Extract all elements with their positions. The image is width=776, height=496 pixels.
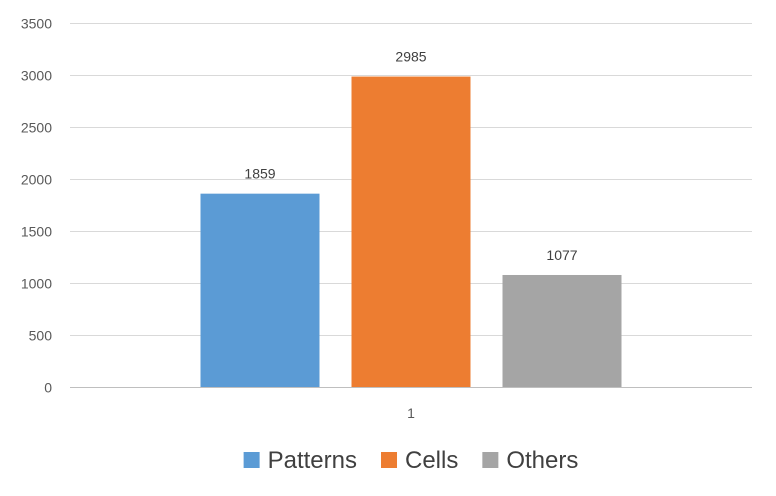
bar-patterns <box>200 193 320 387</box>
bar-cells <box>351 76 471 387</box>
legend-swatch <box>482 452 499 468</box>
legend-label: Patterns <box>268 447 357 474</box>
legend-item-patterns: Patterns <box>243 447 357 474</box>
y-tick-label: 3500 <box>21 16 52 32</box>
legend-swatch <box>243 452 260 468</box>
data-label-cells: 2985 <box>395 49 426 65</box>
y-axis-tick-labels: 0 500 1000 1500 2000 2500 3000 3500 <box>21 16 52 396</box>
y-tick-label: 1500 <box>21 224 52 240</box>
data-labels: 1859 2985 1077 <box>244 49 577 263</box>
legend-swatch <box>381 452 398 468</box>
y-tick-label: 2500 <box>21 120 52 136</box>
data-label-patterns: 1859 <box>244 166 275 182</box>
legend-label: Others <box>506 447 578 474</box>
x-tick-label: 1 <box>407 405 415 421</box>
y-tick-label: 500 <box>29 328 53 344</box>
y-tick-label: 0 <box>44 380 52 396</box>
bar-others <box>502 274 622 387</box>
x-axis-tick-labels: 1 <box>407 405 415 421</box>
legend-label: Cells <box>405 447 458 474</box>
bars <box>200 76 622 387</box>
legend-item-cells: Cells <box>381 447 458 474</box>
y-tick-label: 2000 <box>21 172 52 188</box>
y-tick-label: 3000 <box>21 68 52 84</box>
y-tick-label: 1000 <box>21 276 52 292</box>
data-label-others: 1077 <box>546 247 577 263</box>
legend: Patterns Cells Others <box>243 447 578 474</box>
legend-item-others: Others <box>482 447 578 474</box>
